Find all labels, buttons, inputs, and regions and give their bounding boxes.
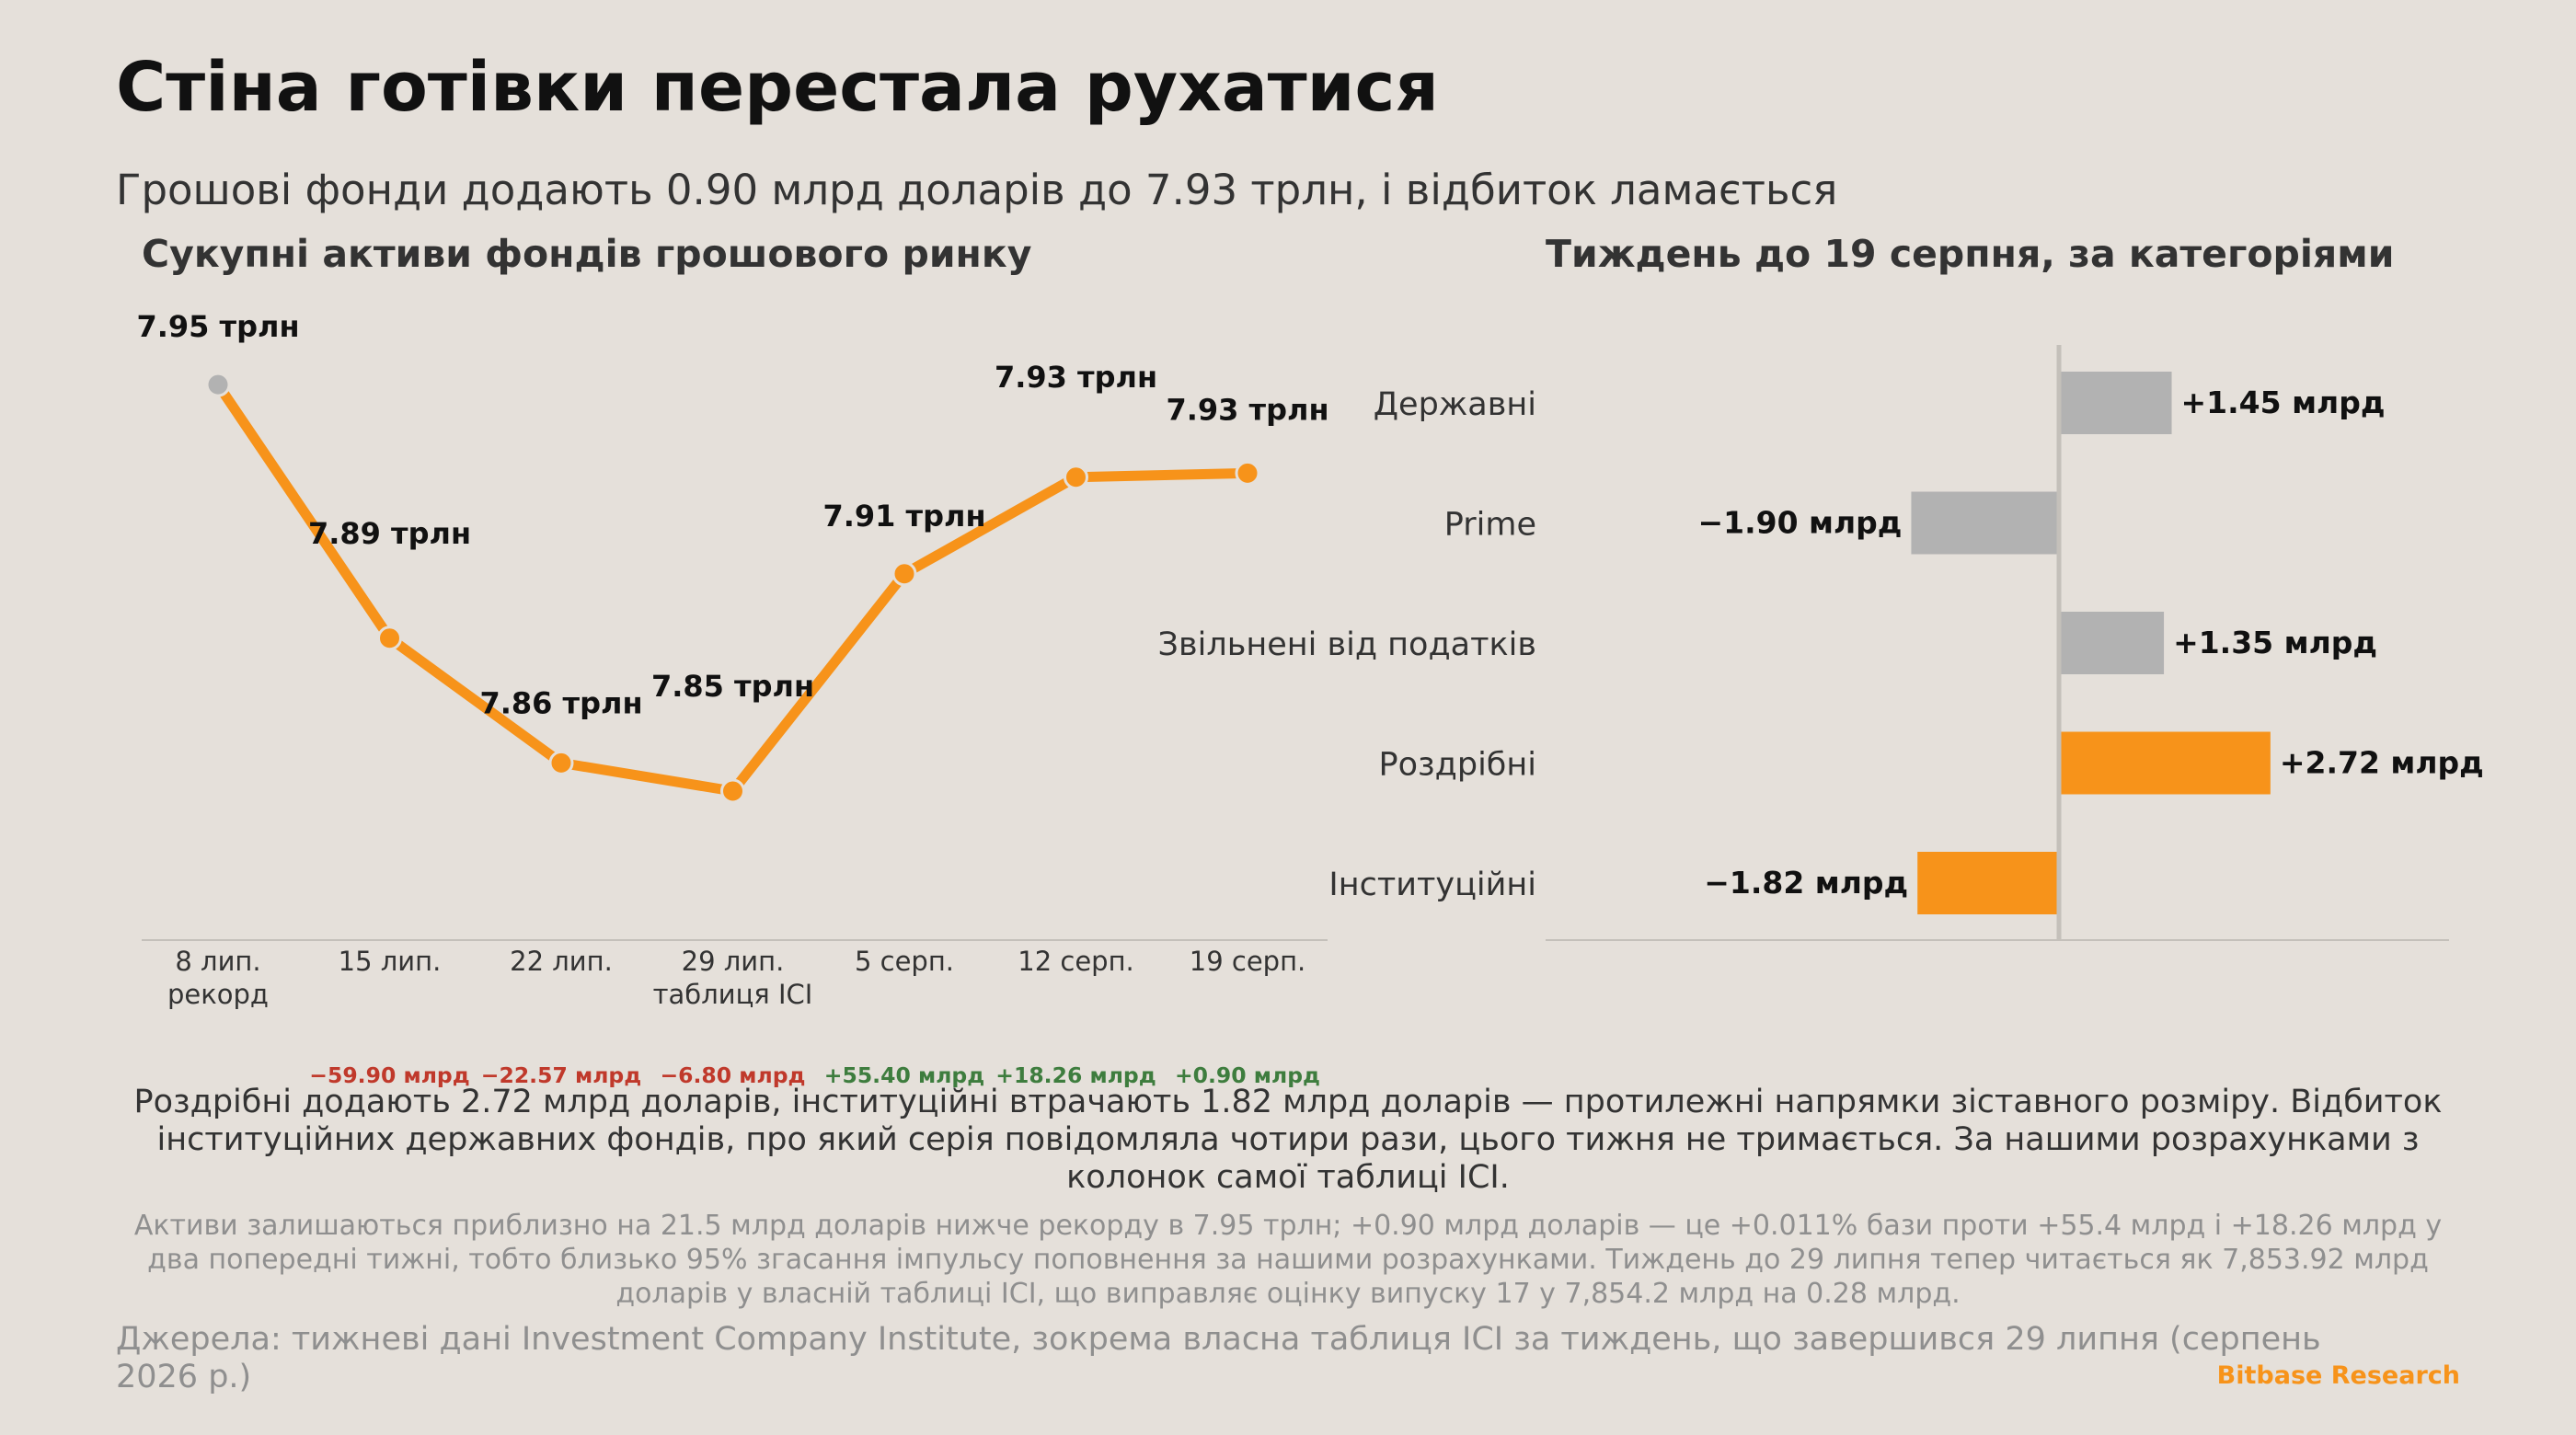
page-subtitle: Грошові фонди додають 0.90 млрд доларів … [116, 166, 1838, 214]
tick-label: рекорд [167, 979, 269, 1010]
change-label: −22.57 млрд [481, 1062, 641, 1088]
data-label: 7.89 трлн [308, 516, 471, 551]
category-label: Інституційні [1328, 867, 1536, 903]
change-label: +55.40 млрд [824, 1062, 984, 1088]
category-label: Звільнені від податків [1158, 626, 1536, 663]
category-label: Prime [1444, 507, 1536, 544]
change-label: −6.80 млрд [660, 1062, 805, 1088]
tick-label: 29 лип. [682, 946, 785, 977]
tick-label: таблиця ICI [653, 979, 813, 1010]
bar [1911, 491, 2059, 555]
line-point [891, 561, 917, 587]
data-label: −1.90 млрд [1697, 505, 1902, 541]
data-label: 7.86 трлн [479, 685, 642, 720]
change-label: +0.90 млрд [1175, 1062, 1320, 1088]
data-label: −1.82 млрд [1704, 865, 1908, 901]
category-label: Державні [1374, 386, 1536, 423]
line-chart: 7.95 трлн 7.89 трлн 7.86 трлн 7.85 трлн 7.91… [136, 309, 1328, 1088]
line-point [720, 778, 745, 804]
bar [1917, 852, 2059, 914]
data-label: +1.45 млрд [2181, 385, 2386, 420]
data-label: 7.91 трлн [822, 499, 985, 534]
category-label: Роздрібні [1379, 747, 1536, 784]
line-chart-title: Сукупні активи фондів грошового ринку [142, 232, 1032, 276]
tick-label: 5 серп. [855, 946, 954, 977]
tick-label: 19 серп. [1190, 946, 1306, 977]
page-title: Стіна готівки перестала рухатися [116, 48, 1439, 127]
data-label: 7.93 трлн [995, 360, 1157, 395]
bar-chart-title: Тиждень до 19 серпня, за категоріями [1546, 232, 2395, 276]
brand-logo: Bitbase Research [2216, 1361, 2460, 1390]
bar [2059, 731, 2271, 795]
line-point [548, 750, 574, 775]
data-label: +1.35 млрд [2173, 625, 2377, 660]
line-point [1064, 465, 1088, 490]
data-label: 7.95 трлн [136, 309, 299, 344]
bar [2059, 612, 2165, 674]
tick-label: 12 серп. [1018, 946, 1134, 977]
sources-text: Джерела: тижневі дані Investment Company… [116, 1321, 2321, 1395]
change-label: −59.90 млрд [309, 1062, 469, 1088]
line-point [205, 372, 231, 397]
line-point [377, 626, 402, 651]
tick-label: 22 лип. [510, 946, 613, 977]
line-series [213, 379, 1253, 797]
tick-label: 8 лип. [175, 946, 260, 977]
summary-text: Роздрібні додають 2.72 млрд доларів, інс… [133, 1084, 2443, 1196]
data-label: +2.72 млрд [2280, 745, 2484, 781]
tick-label: 15 лип. [339, 946, 442, 977]
data-label: 7.85 трлн [651, 669, 814, 704]
note-text: Активи залишаються приблизно на 21.5 млр… [133, 1210, 2443, 1310]
bar [2059, 372, 2172, 434]
bar-chart: Державні +1.45 млрд Prime −1.90 млрд Звільне… [1158, 345, 2484, 941]
data-label: 7.93 трлн [1166, 392, 1328, 427]
change-label: +18.26 млрд [995, 1062, 1156, 1088]
line-point [1235, 460, 1260, 486]
